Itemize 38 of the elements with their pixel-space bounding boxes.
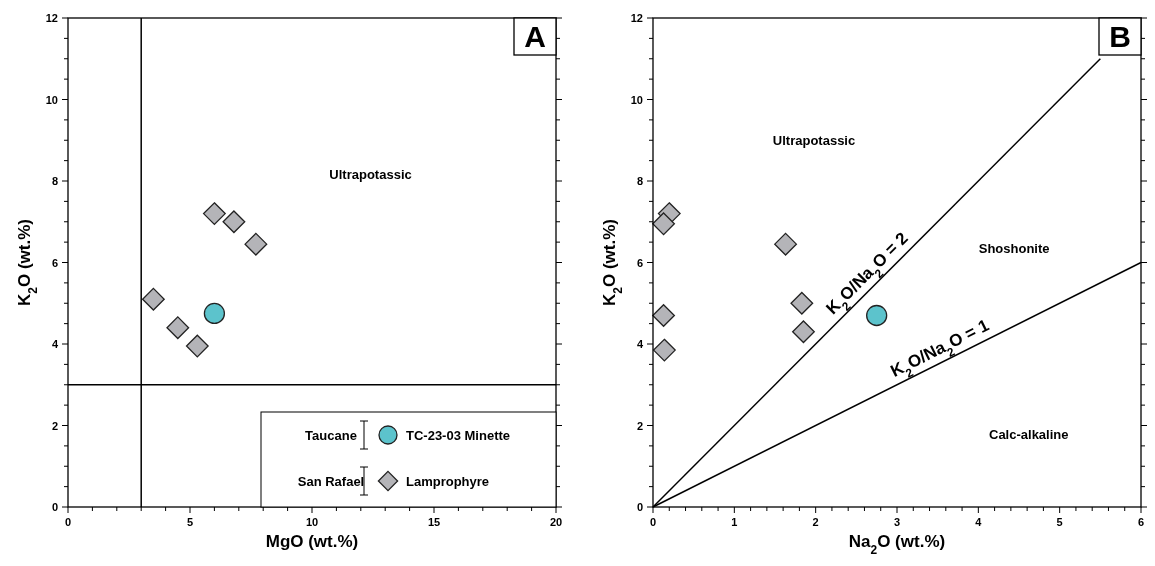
y-tick-label: 12 <box>630 12 643 24</box>
y-tick-label: 8 <box>636 175 643 187</box>
x-tick-label: 5 <box>1056 516 1063 528</box>
x-tick-label: 4 <box>975 516 983 528</box>
y-tick-label: 0 <box>51 501 58 513</box>
x-tick-label: 0 <box>649 516 657 528</box>
chart-title: A <box>524 20 546 53</box>
annotation: Ultrapotassic <box>329 167 412 183</box>
y-tick-label: 12 <box>45 12 58 24</box>
y-tick-label: 10 <box>630 93 643 106</box>
annotation: Shoshonite <box>978 240 1050 256</box>
legend-label: Lamprophyre <box>406 474 490 489</box>
x-tick-label: 10 <box>305 516 319 528</box>
x-tick-label: 0 <box>64 516 72 528</box>
x-axis-title: MgO (wt.%) <box>265 532 359 551</box>
y-tick-label: 4 <box>51 338 59 350</box>
y-tick-label: 2 <box>636 419 643 432</box>
x-tick-label: 20 <box>549 516 563 528</box>
annotation: Ultrapotassic <box>772 133 856 149</box>
y-tick-label: 0 <box>636 501 643 513</box>
y-tick-label: 2 <box>51 419 58 432</box>
x-tick-label: 15 <box>427 516 441 528</box>
x-tick-label: 2 <box>812 516 819 528</box>
x-tick-label: 6 <box>1137 516 1145 528</box>
x-tick-label: 5 <box>186 516 194 528</box>
x-axis-title: Na$_{2}$O (wt.%) <box>848 532 946 557</box>
annotation: San Rafael <box>297 474 365 489</box>
y-tick-label: 4 <box>636 338 644 350</box>
y-tick-label: 10 <box>45 93 58 106</box>
x-tick-label: 3 <box>893 516 901 528</box>
legend-label: TC-23-03 Minette <box>406 428 511 443</box>
annotation: Taucane <box>305 428 357 443</box>
y-tick-label: 8 <box>51 175 58 187</box>
y-tick-label: 6 <box>51 256 58 269</box>
y-tick-label: 6 <box>636 256 643 269</box>
x-tick-label: 1 <box>731 516 738 528</box>
chart-title: B <box>1109 20 1131 53</box>
annotation: Calc-alkaline <box>989 426 1069 442</box>
